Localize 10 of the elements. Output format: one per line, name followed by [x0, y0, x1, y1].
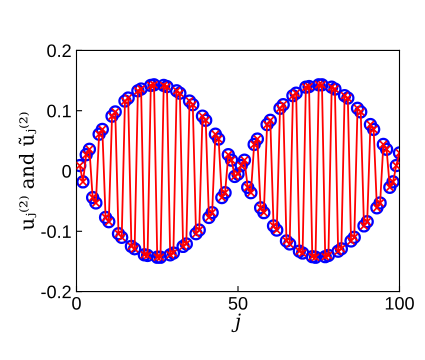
x-axis-title: j — [231, 313, 241, 332]
y-tick-label: 0.1 — [47, 104, 71, 118]
y-tick-label: -0.1 — [41, 225, 71, 238]
x-tick-label: 50 — [228, 296, 248, 310]
y-tick-label: 0.2 — [47, 44, 71, 58]
y-tick-label: -0.2 — [41, 286, 71, 298]
y-axis-title: uⱼ⁽²⁾ and ũⱼ⁽²⁾ — [18, 112, 36, 230]
x-tick-label: 100 — [386, 296, 414, 310]
y-tick-label: 0 — [62, 164, 71, 178]
x-tick-label: 0 — [72, 296, 81, 310]
